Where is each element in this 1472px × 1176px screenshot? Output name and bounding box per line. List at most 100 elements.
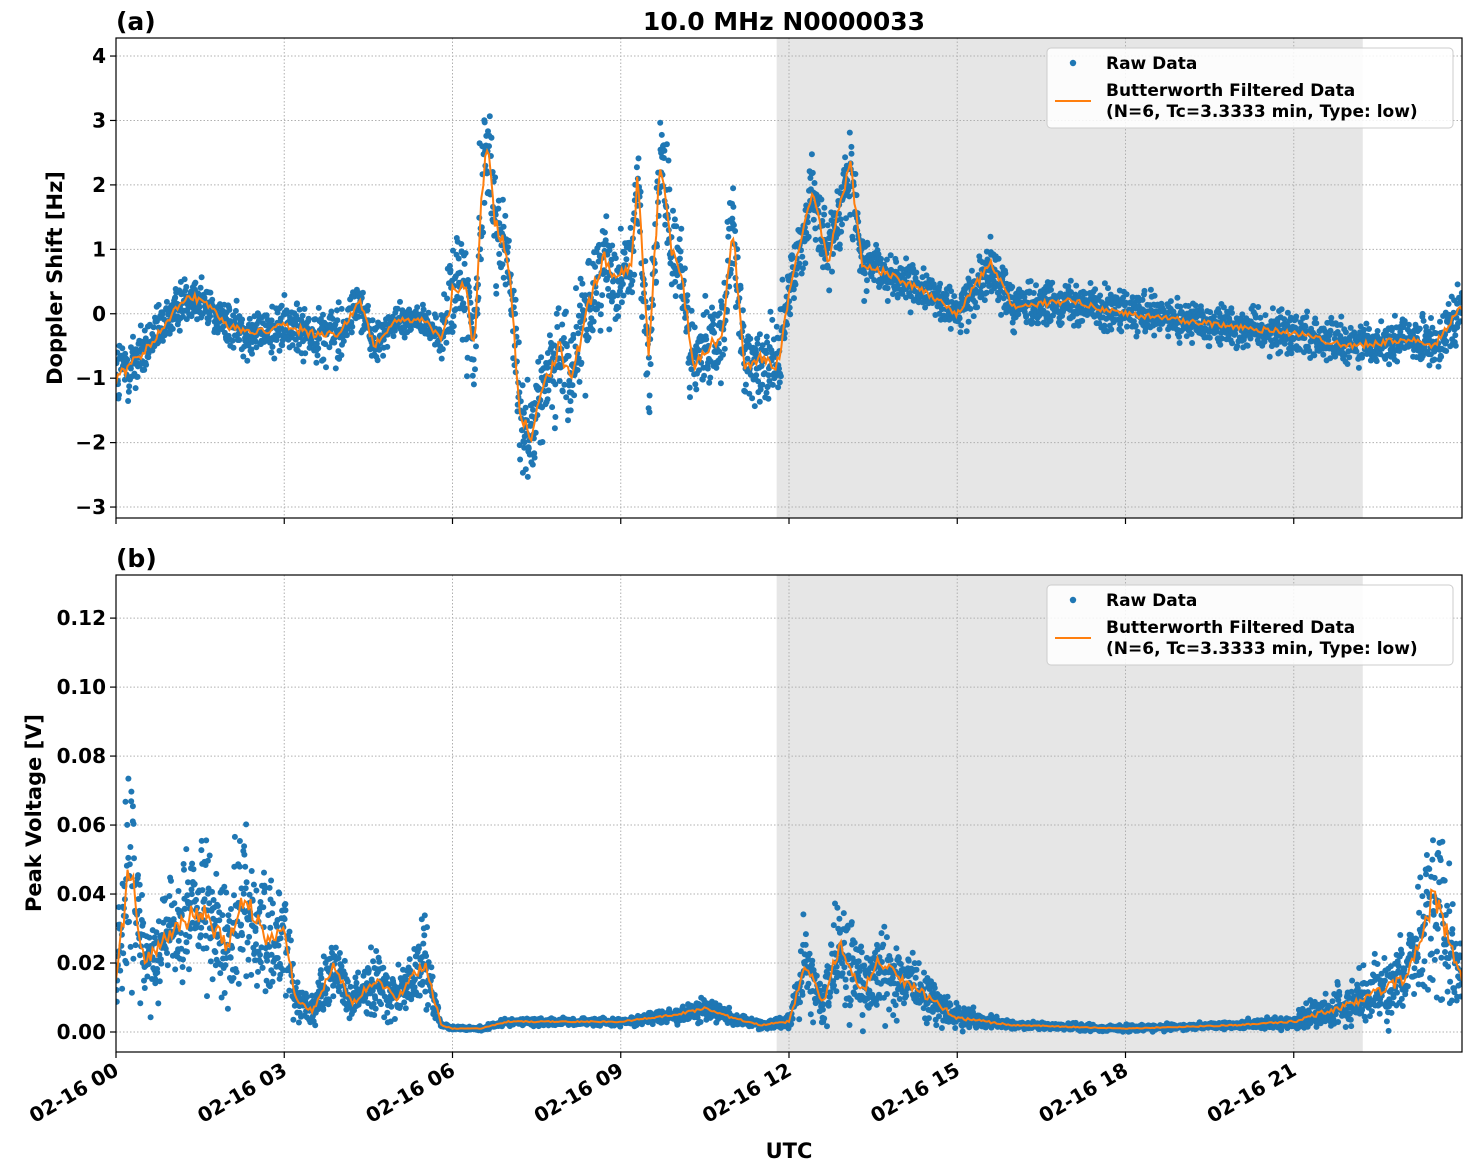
raw-data-point (718, 380, 724, 386)
raw-data-point (333, 365, 339, 371)
raw-data-point (244, 358, 250, 364)
raw-data-point (1135, 329, 1141, 335)
raw-data-point (937, 281, 943, 287)
raw-data-point (821, 205, 827, 211)
raw-data-point (156, 302, 162, 308)
raw-data-point (732, 228, 738, 234)
raw-data-point (1048, 287, 1054, 293)
raw-data-point (395, 962, 401, 968)
raw-data-point (908, 309, 914, 315)
raw-data-point (747, 336, 753, 342)
raw-data-point (1270, 305, 1276, 311)
raw-data-point (787, 311, 793, 317)
raw-data-point (1105, 285, 1111, 291)
raw-data-point (687, 385, 693, 391)
raw-data-point (540, 439, 546, 445)
raw-data-point (864, 288, 870, 294)
raw-data-point (1455, 281, 1461, 287)
raw-data-point (520, 382, 526, 388)
raw-data-point (1438, 354, 1444, 360)
raw-data-point (1374, 358, 1380, 364)
raw-data-point (296, 1020, 302, 1026)
y-axis-label-b: Peak Voltage [V] (22, 714, 46, 912)
raw-data-point (277, 348, 283, 354)
raw-data-point (300, 313, 306, 319)
raw-data-point (463, 250, 469, 256)
raw-data-point (147, 935, 153, 941)
raw-data-point (1151, 333, 1157, 339)
raw-data-point (721, 337, 727, 343)
raw-data-point (948, 288, 954, 294)
raw-data-point (1356, 365, 1362, 371)
raw-data-point (1293, 314, 1299, 320)
raw-data-point (532, 455, 538, 461)
raw-data-point (180, 957, 186, 963)
raw-data-point (678, 226, 684, 232)
raw-data-point (634, 164, 640, 170)
raw-data-point (334, 317, 340, 323)
raw-data-point (215, 903, 221, 909)
raw-data-point (1255, 304, 1261, 310)
raw-data-point (1033, 282, 1039, 288)
raw-data-point (380, 965, 386, 971)
raw-data-point (245, 940, 251, 946)
raw-data-point (276, 943, 282, 949)
raw-data-point (207, 853, 213, 859)
raw-data-point (337, 950, 343, 956)
raw-data-point (142, 985, 148, 991)
raw-data-point (233, 308, 239, 314)
legend-filtered-params: (N=6, Tc=3.3333 min, Type: low) (1106, 102, 1418, 122)
raw-data-point (713, 365, 719, 371)
y-tick-label: 0.06 (57, 813, 106, 837)
raw-data-point (1386, 361, 1392, 367)
raw-data-point (129, 990, 135, 996)
raw-data-point (765, 396, 771, 402)
raw-data-point (862, 270, 868, 276)
raw-data-point (239, 932, 245, 938)
raw-data-point (230, 338, 236, 344)
raw-data-point (1217, 342, 1223, 348)
raw-data-point (480, 230, 486, 236)
raw-data-point (168, 878, 174, 884)
raw-data-point (1168, 298, 1174, 304)
raw-data-point (287, 929, 293, 935)
raw-data-point (243, 821, 249, 827)
raw-data-point (644, 370, 650, 376)
raw-data-point (198, 285, 204, 291)
raw-data-point (885, 298, 891, 304)
raw-data-point (164, 950, 170, 956)
raw-data-point (964, 328, 970, 334)
raw-data-point (1452, 332, 1458, 338)
raw-data-point (130, 956, 136, 962)
raw-data-point (365, 303, 371, 309)
raw-data-point (951, 293, 957, 299)
raw-data-point (709, 305, 715, 311)
raw-data-point (200, 887, 206, 893)
raw-data-point (238, 922, 244, 928)
raw-data-point (557, 378, 563, 384)
raw-data-point (198, 925, 204, 931)
raw-data-point (261, 870, 267, 876)
y-tick-label: 0 (92, 302, 106, 326)
raw-data-point (348, 984, 354, 990)
raw-data-point (764, 334, 770, 340)
raw-data-point (838, 216, 844, 222)
raw-data-point (628, 225, 634, 231)
raw-data-point (662, 222, 668, 228)
raw-data-point (336, 955, 342, 961)
y-axis-label-a: Doppler Shift [Hz] (43, 171, 67, 385)
raw-data-point (126, 383, 132, 389)
raw-data-point (969, 268, 975, 274)
raw-data-point (733, 304, 739, 310)
raw-data-point (421, 932, 427, 938)
raw-data-point (848, 144, 854, 150)
raw-data-point (1328, 315, 1334, 321)
raw-data-point (302, 306, 308, 312)
legend-filtered-label: Butterworth Filtered Data (1106, 81, 1355, 101)
raw-data-point (171, 900, 177, 906)
raw-data-point (457, 270, 463, 276)
raw-data-point (125, 398, 131, 404)
raw-data-point (1031, 290, 1037, 296)
raw-data-point (571, 392, 577, 398)
raw-data-point (1406, 322, 1412, 328)
